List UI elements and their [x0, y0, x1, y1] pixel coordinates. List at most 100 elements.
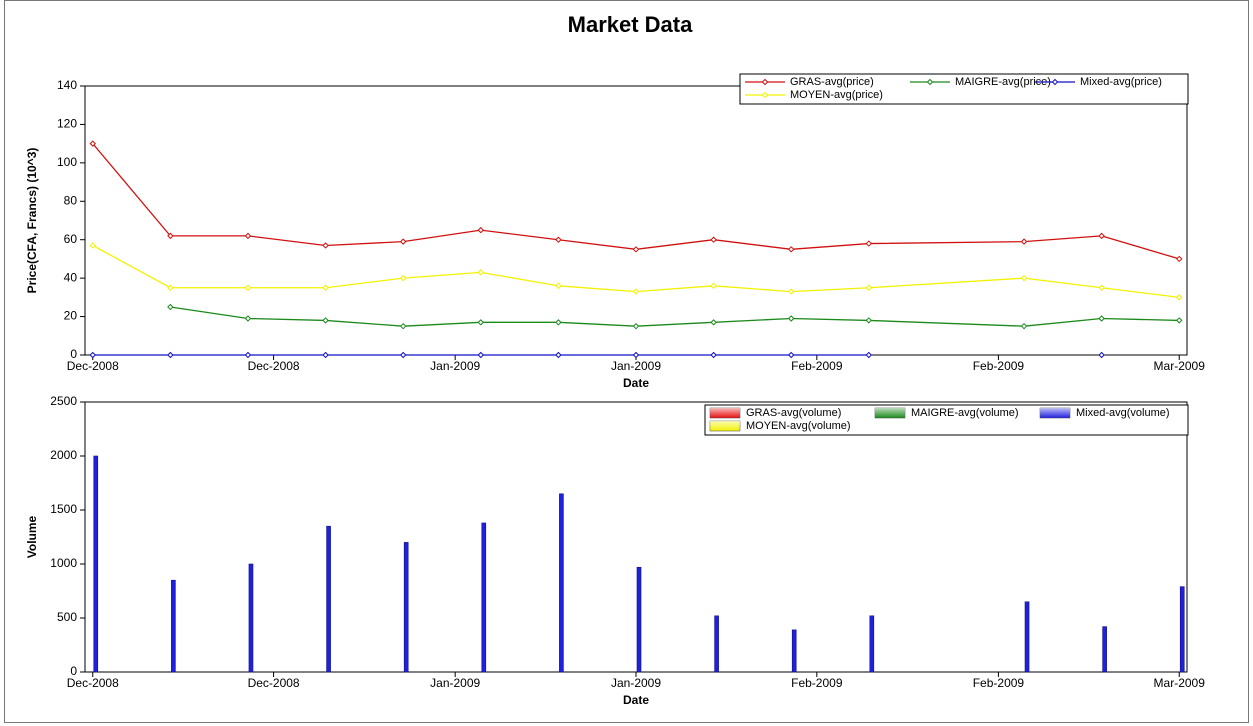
bar [403, 542, 409, 673]
y-tick-label: 140 [57, 78, 77, 92]
point-marker [477, 319, 484, 326]
series-line [92, 143, 1180, 260]
x-tick-label: Dec-2008 [67, 359, 119, 373]
point-marker [244, 284, 252, 291]
point-marker [322, 351, 329, 359]
y-tick-label: 0 [70, 664, 77, 678]
x-tick-label: Jan-2009 [611, 676, 661, 690]
legend-marker [761, 91, 769, 99]
y-tick-label: 120 [57, 117, 77, 131]
series-line [170, 306, 1180, 327]
point-marker [555, 351, 562, 359]
legend-swatch-shine [710, 408, 740, 418]
point-marker [89, 351, 96, 359]
point-marker [1098, 351, 1105, 359]
bar [1179, 586, 1185, 673]
point-marker [865, 317, 873, 324]
point-marker [244, 315, 252, 322]
y-tick-label: 40 [64, 270, 78, 284]
point-marker [1176, 317, 1183, 324]
point-marker [555, 282, 562, 290]
point-marker [865, 284, 873, 291]
x-tick-label: Mar-2009 [1154, 676, 1206, 690]
point-marker [788, 246, 795, 253]
point-marker [1020, 238, 1028, 245]
legend-label: Mixed-avg(price) [1080, 76, 1162, 88]
point-marker [167, 303, 174, 311]
legend-label: MAIGRE-avg(volume) [911, 407, 1019, 419]
y-tick-label: 1000 [50, 556, 77, 570]
legend-swatch-shine [710, 421, 740, 431]
point-marker [710, 282, 717, 290]
y-tick-label: 2000 [50, 448, 77, 462]
point-marker [167, 351, 174, 359]
x-tick-label: Jan-2009 [430, 676, 480, 690]
y-axis-label: Price(CFA, Francs) (10^3) [25, 148, 39, 294]
x-tick-label: Jan-2009 [611, 359, 661, 373]
legend-label: GRAS-avg(price) [790, 76, 874, 88]
legend-swatch-shine [875, 408, 905, 418]
y-tick-label: 500 [57, 610, 77, 624]
y-tick-label: 20 [64, 309, 78, 323]
point-marker [89, 140, 96, 147]
bar [248, 563, 254, 673]
y-tick-label: 80 [64, 193, 78, 207]
bar [1024, 601, 1030, 673]
y-tick-label: 1500 [50, 502, 77, 516]
point-marker [399, 351, 407, 359]
point-marker [1098, 232, 1105, 240]
y-tick-label: 60 [64, 232, 78, 246]
legend-marker [1051, 78, 1059, 86]
x-tick-label: Dec-2008 [248, 359, 300, 373]
point-marker [477, 351, 484, 359]
point-marker [244, 232, 252, 240]
point-marker [632, 246, 640, 253]
legend-label: GRAS-avg(volume) [746, 407, 841, 419]
bar [326, 525, 331, 673]
point-marker [399, 238, 407, 245]
legend-box [739, 73, 1189, 105]
chart-title: Market Data [568, 12, 693, 37]
point-marker [632, 351, 640, 359]
point-marker [710, 351, 717, 359]
legend-label: Mixed-avg(volume) [1076, 407, 1170, 419]
point-marker [865, 240, 873, 247]
point-marker [167, 284, 174, 291]
legend-box [704, 404, 1189, 436]
point-marker [788, 351, 795, 359]
point-marker [788, 288, 795, 295]
y-tick-label: 0 [70, 347, 77, 361]
point-marker [244, 351, 252, 359]
point-marker [865, 351, 873, 359]
point-marker [710, 319, 717, 326]
x-tick-label: Dec-2008 [67, 676, 119, 690]
point-marker [1020, 322, 1028, 330]
legend-swatch-shine [1040, 408, 1070, 418]
point-marker [1098, 284, 1105, 291]
point-marker [89, 242, 96, 249]
point-marker [710, 236, 717, 243]
legend-label: MOYEN-avg(price) [790, 89, 883, 101]
point-marker [167, 232, 174, 240]
x-tick-label: Feb-2009 [973, 676, 1025, 690]
legend-label: MOYEN-avg(volume) [746, 420, 851, 432]
point-marker [632, 322, 640, 330]
legend-marker [926, 78, 934, 86]
point-marker [1176, 255, 1183, 263]
plot-area [84, 85, 1188, 356]
point-marker [1098, 315, 1105, 322]
point-marker [555, 319, 562, 326]
bar [869, 615, 875, 673]
y-tick-label: 100 [57, 155, 77, 169]
x-tick-label: Feb-2009 [791, 676, 843, 690]
frame [4, 0, 1249, 723]
point-marker [788, 315, 795, 322]
bar [559, 493, 564, 673]
point-marker [322, 284, 329, 291]
x-axis-label: Date [623, 693, 649, 707]
point-marker [1020, 274, 1028, 282]
point-marker [322, 317, 329, 324]
series-line [92, 244, 1180, 299]
